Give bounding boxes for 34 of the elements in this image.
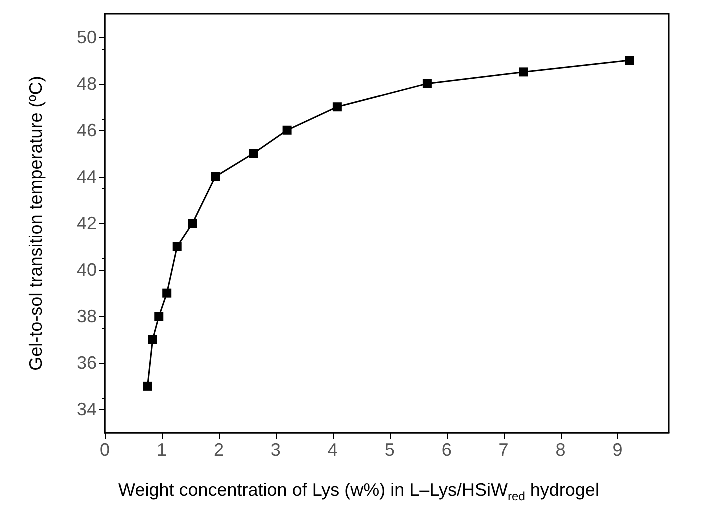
y-tick-label: 42 bbox=[76, 214, 97, 234]
point bbox=[211, 172, 220, 182]
y-tick-label: 34 bbox=[76, 400, 97, 420]
x-tick-label: 7 bbox=[498, 440, 509, 460]
point bbox=[162, 288, 172, 298]
y-tick-label: 44 bbox=[76, 166, 97, 187]
x-tick-label: 9 bbox=[612, 440, 623, 460]
x-tick-label: 4 bbox=[328, 440, 338, 460]
y-tick-label: 36 bbox=[76, 353, 97, 374]
point bbox=[148, 335, 158, 344]
x-axis-title: Weight concentration of Lys (w%) in L–Lys/HSiW$_{red}$ hydrogel bbox=[118, 480, 600, 504]
x-tick-label: 5 bbox=[384, 440, 395, 460]
x-tick-label: 0 bbox=[100, 440, 110, 460]
point bbox=[332, 102, 342, 112]
x-tick-label: 6 bbox=[442, 440, 452, 460]
point bbox=[143, 382, 152, 391]
y-tick-label: 48 bbox=[76, 74, 97, 94]
point bbox=[188, 219, 198, 228]
y-tick-label: 46 bbox=[76, 120, 97, 140]
x-tick-label: 2 bbox=[214, 440, 224, 460]
point bbox=[154, 312, 164, 322]
x-tick-label: 3 bbox=[270, 440, 281, 460]
y-tick-label: 38 bbox=[76, 306, 97, 327]
x-tick-label: 1 bbox=[156, 440, 167, 460]
point bbox=[249, 149, 258, 158]
point bbox=[422, 79, 432, 88]
point bbox=[282, 126, 292, 135]
x-tick-label: 8 bbox=[556, 440, 566, 460]
y-tick-label: 40 bbox=[76, 260, 97, 280]
point bbox=[172, 242, 182, 252]
y-axis-title: Gel-to-sol transition temperature (ºC) bbox=[26, 76, 46, 371]
point bbox=[519, 68, 528, 77]
y-tick-label: 50 bbox=[76, 27, 97, 48]
point bbox=[625, 56, 634, 66]
